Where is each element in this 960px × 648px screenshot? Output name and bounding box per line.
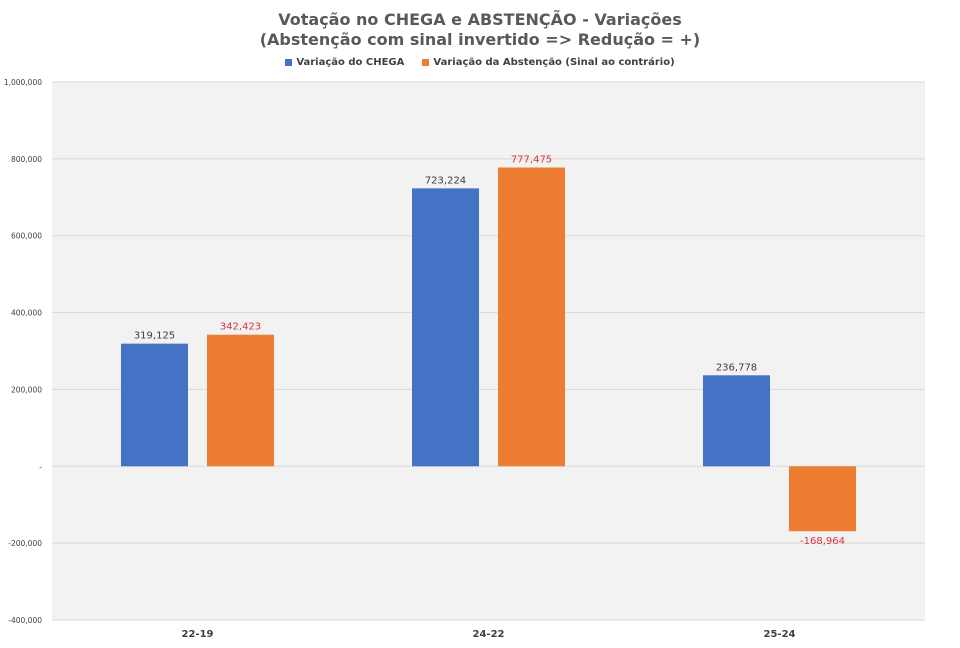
data-label: 723,224 <box>425 175 466 186</box>
bar-chega <box>121 343 188 467</box>
x-tick-label: 22-19 <box>182 629 214 640</box>
legend-swatch-abstencao <box>422 59 430 66</box>
bar-abstencao <box>498 167 565 467</box>
bar-abstencao <box>207 334 274 467</box>
legend-item-abstencao: Variação da Abstenção (Sinal ao contrári… <box>422 57 675 68</box>
data-label: 319,125 <box>134 331 175 342</box>
y-tick-label: 200,000 <box>11 385 42 394</box>
data-label: 236,778 <box>716 362 757 373</box>
y-tick-label: -200,000 <box>8 539 42 548</box>
plot-background <box>52 82 925 620</box>
y-tick-label: - <box>39 462 42 471</box>
y-tick-label: 400,000 <box>11 309 42 318</box>
x-tick-label: 24-22 <box>473 629 505 640</box>
data-label: 777,475 <box>511 155 552 166</box>
data-label: 342,423 <box>220 322 261 333</box>
x-tick-label: 25-24 <box>764 629 796 640</box>
chart-title: Votação no CHEGA e ABSTENÇÃO - Variações <box>278 10 682 29</box>
data-label: -168,964 <box>800 536 845 547</box>
legend-label-abstencao: Variação da Abstenção (Sinal ao contrári… <box>433 57 675 68</box>
y-tick-label: -400,000 <box>8 616 42 625</box>
chart-subtitle: (Abstenção com sinal invertido => Reduçã… <box>259 30 701 49</box>
y-tick-label: 600,000 <box>11 232 42 241</box>
legend-item-chega: Variação do CHEGA <box>285 57 404 68</box>
bar-abstencao <box>789 466 856 532</box>
legend-label-chega: Variação do CHEGA <box>296 57 405 68</box>
legend: Variação do CHEGA Variação da Abstenção … <box>0 57 960 68</box>
bar-chega <box>412 188 479 467</box>
y-tick-label: 800,000 <box>11 155 42 164</box>
bar-chega <box>703 375 770 467</box>
y-tick-label: 1,000,000 <box>4 78 42 87</box>
legend-swatch-chega <box>285 59 293 66</box>
